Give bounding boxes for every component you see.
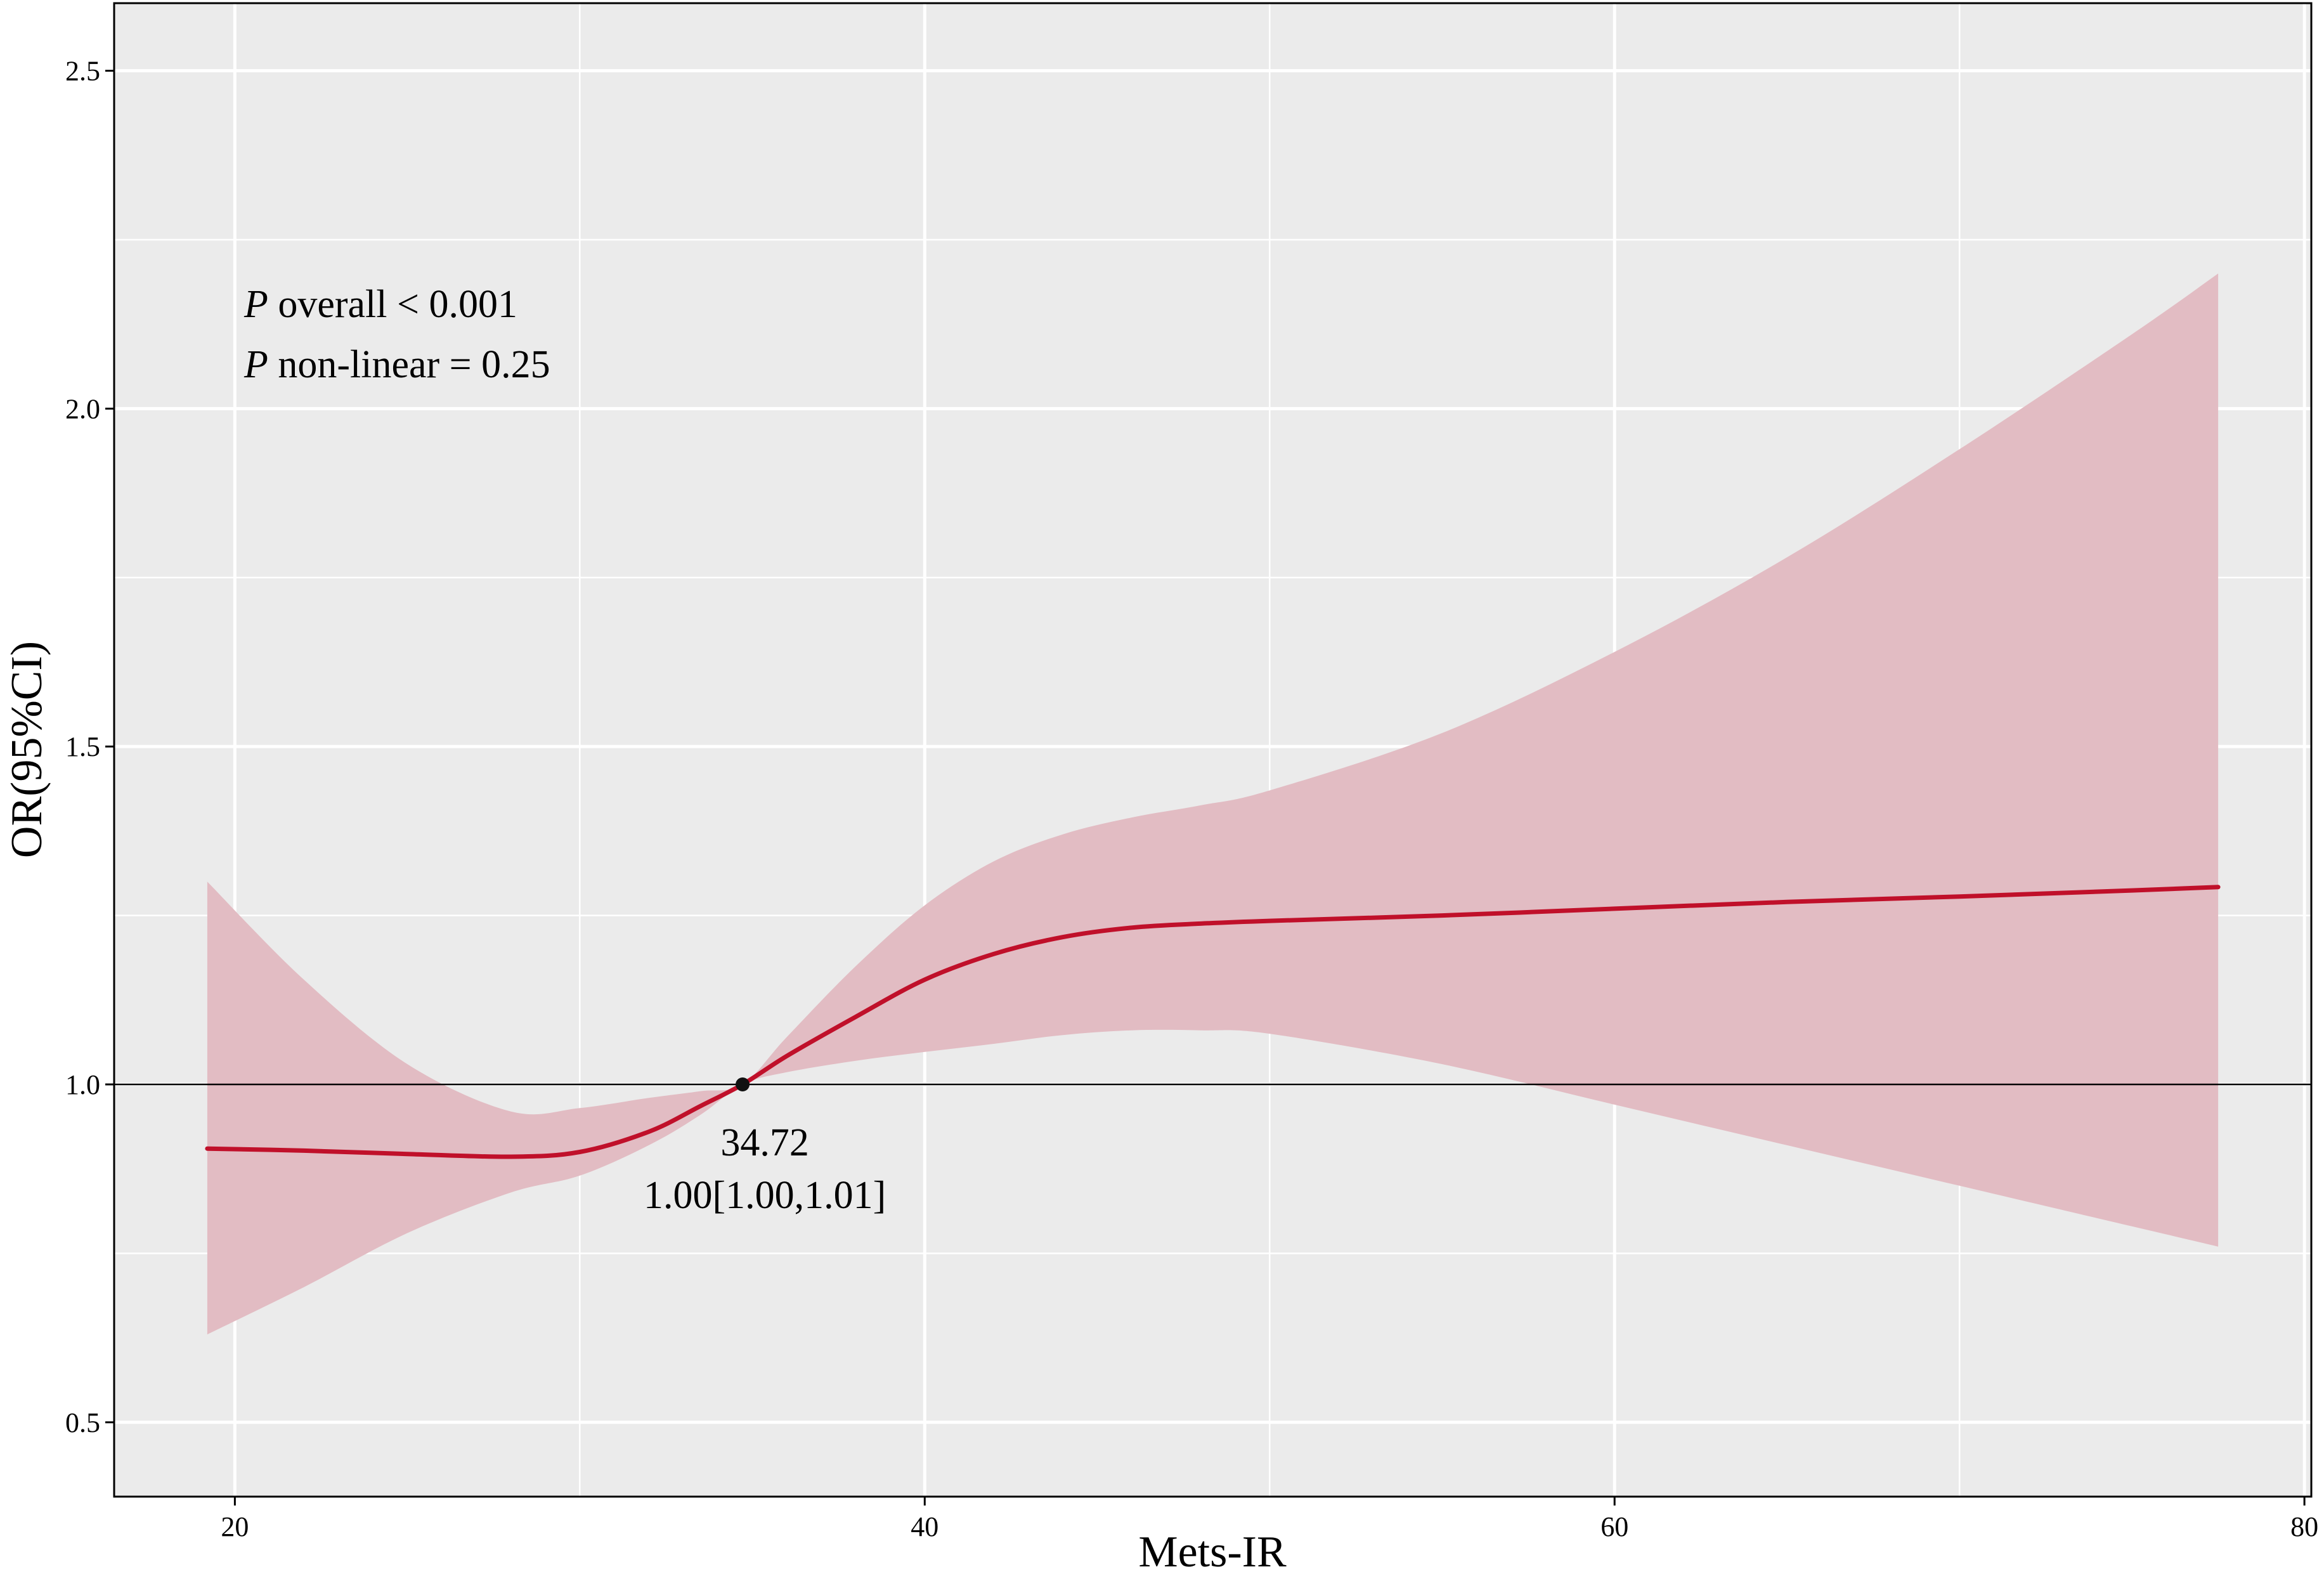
or-curve [205, 885, 2221, 1159]
y-axis-title: OR(95%CI) [3, 641, 51, 858]
y-tick-label: 1.0 [65, 1069, 100, 1100]
y-tick-label: 2.5 [65, 56, 100, 87]
reference-point-x-label: 34.72 [720, 1121, 809, 1164]
x-tick-label: 20 [221, 1511, 249, 1542]
p-overall-annotation: P overall < 0.001 [243, 283, 517, 326]
reference-point-or-label: 1.00[1.00,1.01] [644, 1174, 886, 1217]
p-nonlinear-annotation: P non-linear = 0.25 [243, 343, 550, 386]
plot-border [113, 2, 2313, 1498]
p-nonlinear-text: non-linear = 0.25 [268, 343, 550, 386]
x-tick-label: 80 [2290, 1511, 2318, 1542]
reference-point [736, 1077, 750, 1091]
p-symbol: P [243, 343, 268, 386]
x-tick-label: 40 [911, 1511, 938, 1542]
axis-ticks: 20 40 60 80 0.5 1.0 1.5 2.0 2.5 [65, 56, 2318, 1542]
p-overall-text: overall < 0.001 [268, 283, 517, 326]
y-tick-label: 2.0 [65, 393, 100, 424]
x-axis-title: Mets-IR [1138, 1528, 1287, 1571]
confidence-band [207, 273, 2219, 1335]
x-tick-label: 60 [1600, 1511, 1628, 1542]
p-symbol: P [243, 283, 268, 326]
y-tick-label: 0.5 [65, 1407, 100, 1438]
y-tick-label: 1.5 [65, 731, 100, 762]
